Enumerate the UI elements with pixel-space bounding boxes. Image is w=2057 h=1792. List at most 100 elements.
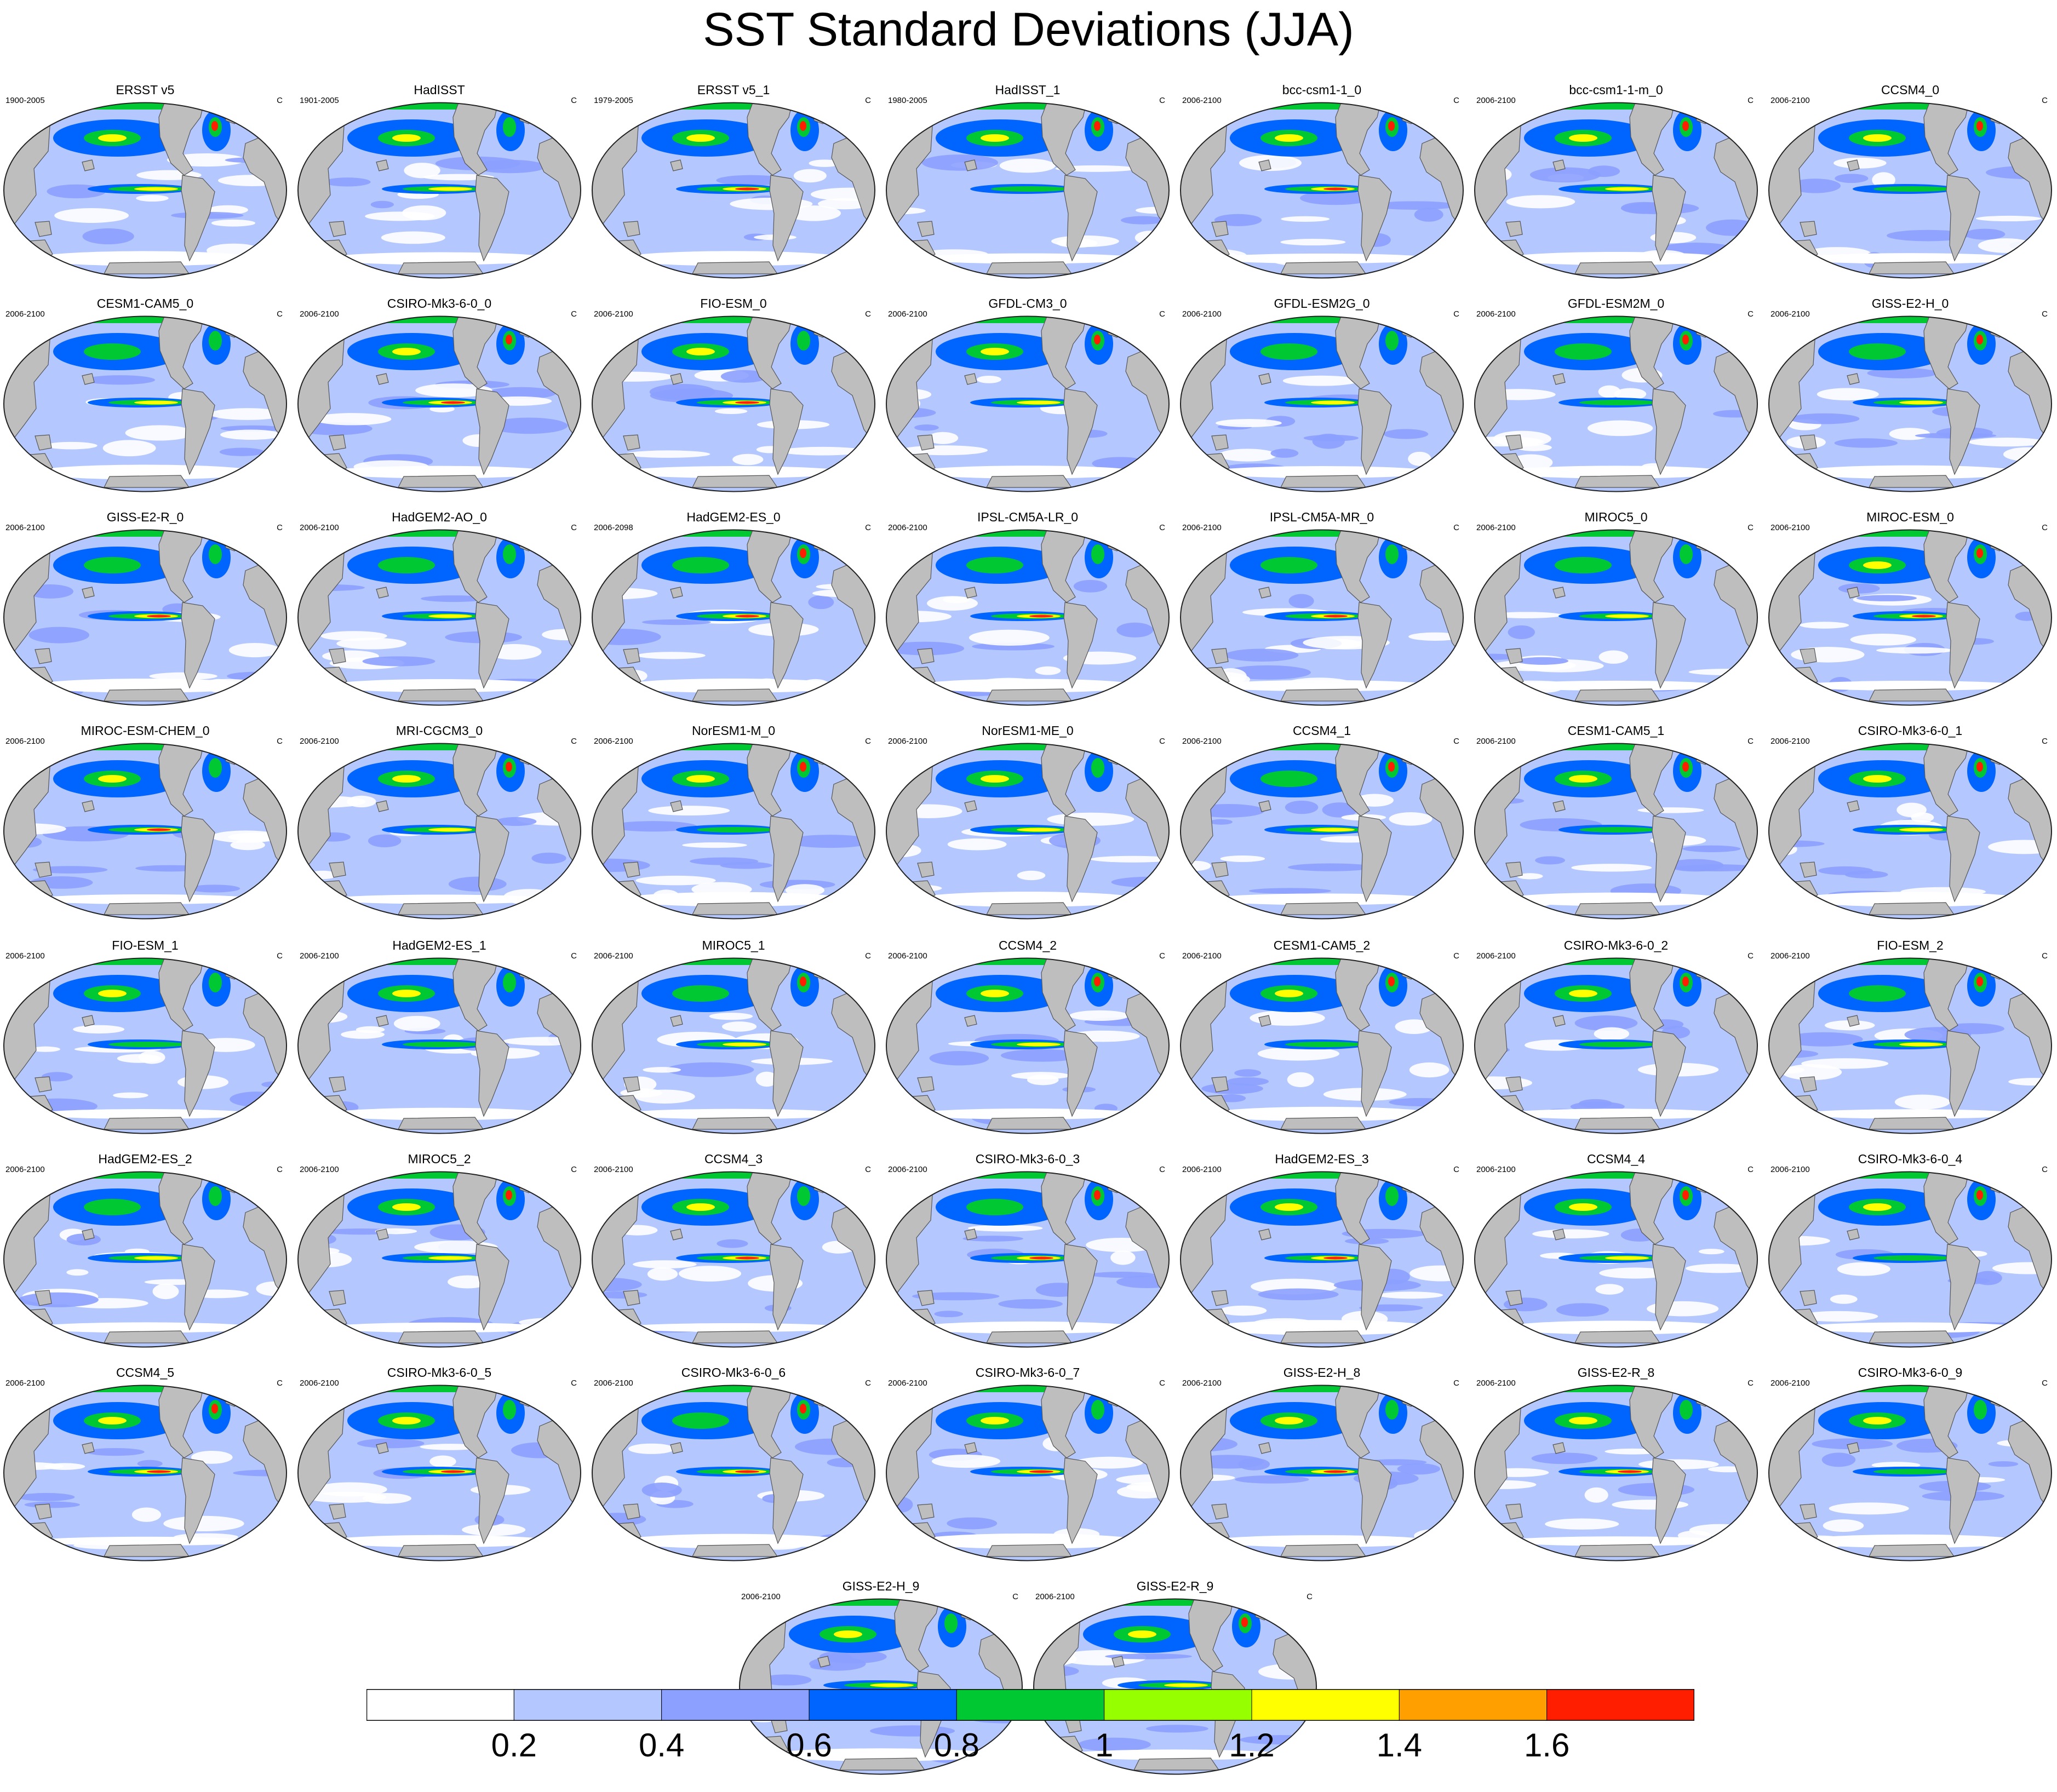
- southern-ocean-band: [1504, 466, 1728, 479]
- land-mass: [1552, 1228, 1566, 1240]
- land-mass: [1111, 1656, 1125, 1668]
- enso-core: [1873, 1255, 1952, 1261]
- panel-period: 2006-2100: [1182, 96, 1222, 105]
- panel-title: CESM1-CAM5_0: [96, 296, 194, 311]
- arctic-hotspot: [1079, 1600, 1123, 1603]
- variability-patch: [1258, 1288, 1339, 1301]
- southern-ocean-band: [327, 1107, 552, 1121]
- panel-title: CCSM4_1: [1292, 723, 1351, 738]
- variability-patch: [448, 876, 507, 892]
- land-mass: [812, 532, 834, 552]
- arctic-band: [1193, 103, 1451, 110]
- land-mass: [1211, 434, 1229, 451]
- variability-patch: [947, 1517, 998, 1530]
- north-atlantic-peak: [1094, 977, 1101, 986]
- variability-patch: [1051, 235, 1119, 248]
- map-panel: CSIRO-Mk3-6-0_4 2006-2100 C: [1765, 1151, 2055, 1365]
- arctic-hotspot: [932, 104, 976, 107]
- land-mass: [104, 261, 190, 274]
- land-mass: [35, 1503, 52, 1520]
- variability-patch: [1872, 172, 1895, 188]
- north-atlantic-core: [209, 544, 222, 564]
- land-mass: [692, 1330, 778, 1343]
- variability-patch: [628, 1443, 675, 1454]
- land-mass: [309, 1095, 347, 1119]
- land-mass: [964, 800, 977, 812]
- arctic-hotspot: [638, 318, 681, 320]
- southern-ocean-band: [1798, 1109, 2022, 1119]
- variability-patch: [31, 1046, 60, 1052]
- variability-patch: [1867, 367, 1938, 378]
- variability-patch: [1058, 1650, 1147, 1665]
- land-mass: [1280, 1544, 1367, 1557]
- land-mass: [398, 1117, 484, 1130]
- land-mass: [769, 388, 804, 475]
- land-mass: [1923, 1385, 1969, 1458]
- panel-title: CESM1-CAM5_1: [1567, 723, 1665, 738]
- variability-patch: [1110, 1250, 1136, 1265]
- world-map: [592, 1385, 875, 1561]
- land-mass: [1800, 1290, 1817, 1306]
- variability-patch: [1408, 632, 1462, 641]
- panel-period: 2006-2100: [300, 309, 339, 319]
- panel-units: C: [2042, 737, 2048, 746]
- north-pacific-peak: [392, 1203, 421, 1211]
- panel-units: C: [1307, 1592, 1313, 1601]
- arctic-band: [1487, 1386, 1745, 1392]
- land-mass: [1847, 1442, 1860, 1454]
- enso-peak: [1323, 1470, 1348, 1473]
- panel-title: CESM1-CAM5_2: [1273, 938, 1371, 952]
- map-panel: GISS-E2-H_8 2006-2100 C: [1177, 1365, 1467, 1578]
- variability-patch: [934, 1311, 964, 1318]
- variability-patch: [528, 255, 581, 269]
- variability-patch: [817, 198, 871, 210]
- land-mass: [224, 1174, 246, 1193]
- map-panel: CSIRO-Mk3-6-0_9 2006-2100 C: [1765, 1365, 2055, 1578]
- world-map: [1474, 529, 1758, 706]
- arctic-hotspot: [1520, 531, 1564, 534]
- land-mass: [670, 159, 683, 171]
- land-mass: [376, 1442, 389, 1454]
- arctic-hotspot: [1520, 318, 1564, 320]
- panel-period: 2006-2100: [1770, 523, 1810, 532]
- map-panel: HadISST 1901-2005 C: [294, 82, 585, 296]
- map-panel: CSIRO-Mk3-6-0_3 2006-2100 C: [883, 1151, 1173, 1365]
- southern-ocean-band: [1504, 1108, 1728, 1119]
- variability-patch: [1017, 870, 1046, 881]
- panel-units: C: [865, 1165, 871, 1174]
- panel-period: 2006-2100: [1770, 951, 1810, 961]
- variability-patch: [1073, 579, 1108, 593]
- panel-period: 2006-2100: [300, 737, 339, 746]
- land-mass: [158, 1385, 204, 1458]
- land-mass: [1574, 1117, 1661, 1130]
- panel-period: 2006-2100: [594, 1379, 633, 1388]
- variability-patch: [641, 619, 711, 625]
- land-mass: [1946, 388, 1980, 475]
- arctic-hotspot: [49, 318, 93, 320]
- land-mass: [1401, 1387, 1423, 1407]
- land-mass: [1552, 373, 1566, 385]
- land-mass: [518, 745, 540, 765]
- north-atlantic-core: [503, 973, 516, 992]
- land-mass: [839, 1757, 926, 1771]
- land-mass: [1800, 1076, 1817, 1093]
- variability-patch: [1587, 420, 1653, 436]
- land-mass: [769, 602, 804, 689]
- land-mass: [1335, 958, 1381, 1031]
- land-mass: [603, 1522, 641, 1546]
- arctic-band: [899, 103, 1156, 110]
- land-mass: [1923, 316, 1969, 389]
- north-pacific-peak: [1863, 1203, 1892, 1211]
- southern-ocean-band: [327, 466, 552, 479]
- southern-ocean-band: [1210, 1535, 1434, 1547]
- southern-ocean-band: [915, 679, 1140, 693]
- north-atlantic-core: [209, 973, 222, 992]
- panel-units: C: [277, 309, 283, 319]
- land-mass: [1574, 475, 1661, 488]
- north-atlantic-peak: [506, 762, 512, 772]
- map-panel: CSIRO-Mk3-6-0_0 2006-2100 C: [294, 296, 585, 509]
- variability-patch: [1706, 219, 1757, 236]
- panel-period: 2006-2100: [1770, 1165, 1810, 1174]
- land-mass: [769, 175, 804, 262]
- map-panel: HadISST_1 1980-2005 C: [883, 82, 1173, 296]
